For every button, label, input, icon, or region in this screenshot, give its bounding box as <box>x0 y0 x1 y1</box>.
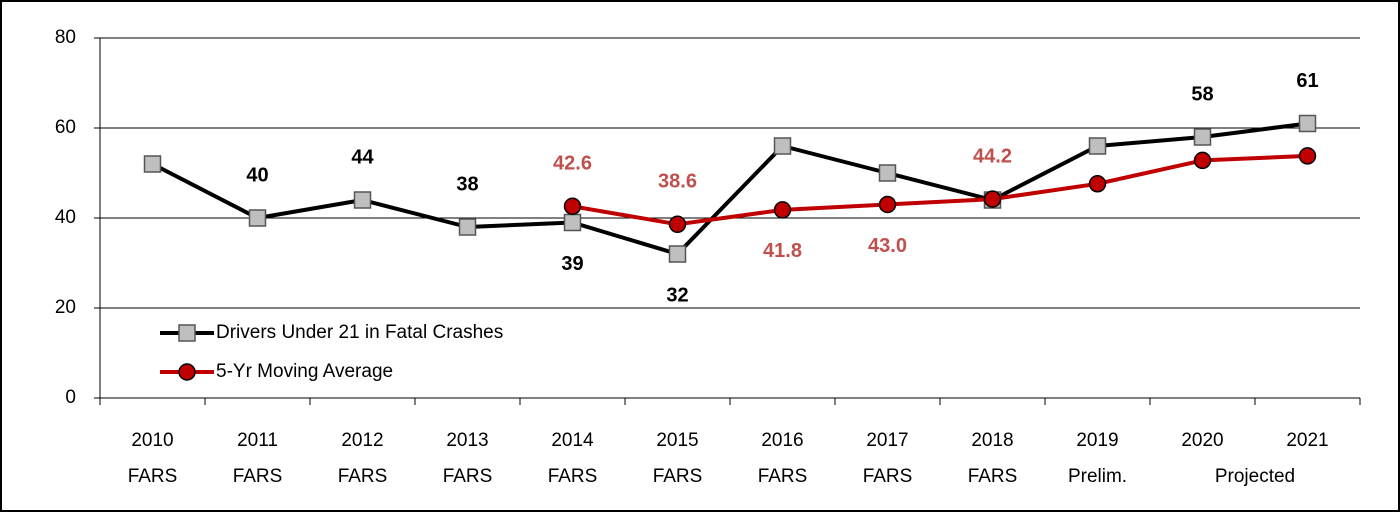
x-tick-label: 2015 <box>656 430 698 451</box>
x-tick-label: 2014 <box>551 430 594 451</box>
x-sublabel: FARS <box>233 466 283 487</box>
x-tick-label: 2020 <box>1181 430 1223 451</box>
marker <box>668 215 687 234</box>
x-sublabel: FARS <box>968 466 1018 487</box>
data-label: 41.8 <box>763 240 802 262</box>
legend-marker <box>178 363 196 381</box>
y-tick-label: 60 <box>55 117 76 138</box>
x-tick-label: 2012 <box>341 430 383 451</box>
marker <box>983 190 1002 208</box>
x-sublabel: Projected <box>1215 466 1295 487</box>
x-tick-label: 2010 <box>131 430 173 451</box>
x-sublabel: FARS <box>548 466 598 487</box>
data-label: 44.2 <box>973 145 1012 167</box>
data-label: 32 <box>666 284 688 306</box>
marker <box>773 137 792 155</box>
data-label: 61 <box>1296 70 1318 92</box>
x-sublabel: Prelim. <box>1068 466 1127 487</box>
marker <box>563 213 582 232</box>
marker <box>1298 147 1317 165</box>
x-tick-label: 2019 <box>1076 430 1118 451</box>
marker <box>248 209 267 227</box>
x-tick-label: 2013 <box>446 430 488 451</box>
marker <box>563 197 582 216</box>
marker <box>1088 175 1107 193</box>
marker <box>668 245 687 263</box>
marker <box>1193 151 1212 170</box>
y-tick-label: 40 <box>55 207 76 228</box>
x-sublabel: FARS <box>653 466 703 487</box>
legend-marker <box>178 324 196 342</box>
x-sublabel: FARS <box>443 466 493 487</box>
y-tick-label: 0 <box>65 387 76 408</box>
data-label: 39 <box>561 253 583 275</box>
x-tick-label: 2018 <box>971 430 1013 451</box>
marker <box>878 164 897 182</box>
data-label: 40 <box>246 164 268 186</box>
y-tick-label: 80 <box>55 27 76 48</box>
marker <box>1298 114 1317 133</box>
marker <box>878 195 897 214</box>
x-tick-label: 2017 <box>866 430 908 451</box>
y-tick-label: 20 <box>55 297 76 318</box>
legend-label: Drivers Under 21 in Fatal Crashes <box>216 322 503 343</box>
x-sublabel: FARS <box>863 466 913 487</box>
data-label: 43.0 <box>868 235 907 257</box>
series-line <box>151 121 1308 256</box>
marker <box>143 155 162 173</box>
x-sublabel: FARS <box>128 466 178 487</box>
data-label: 38.6 <box>658 171 697 193</box>
series-line <box>572 153 1308 227</box>
data-label: 58 <box>1191 83 1213 105</box>
data-label: 44 <box>351 146 374 168</box>
marker <box>1088 137 1107 155</box>
x-tick-label: 2011 <box>237 430 278 451</box>
marker <box>1193 128 1212 146</box>
data-label: 42.6 <box>553 153 592 175</box>
marker <box>353 191 372 209</box>
marker <box>458 218 477 236</box>
x-sublabel: FARS <box>338 466 388 487</box>
legend-label: 5-Yr Moving Average <box>216 361 393 382</box>
x-tick-label: 2021 <box>1286 430 1328 451</box>
marker <box>773 201 792 219</box>
x-tick-label: 2016 <box>761 430 803 451</box>
data-label: 38 <box>456 173 478 195</box>
x-sublabel: FARS <box>758 466 808 487</box>
